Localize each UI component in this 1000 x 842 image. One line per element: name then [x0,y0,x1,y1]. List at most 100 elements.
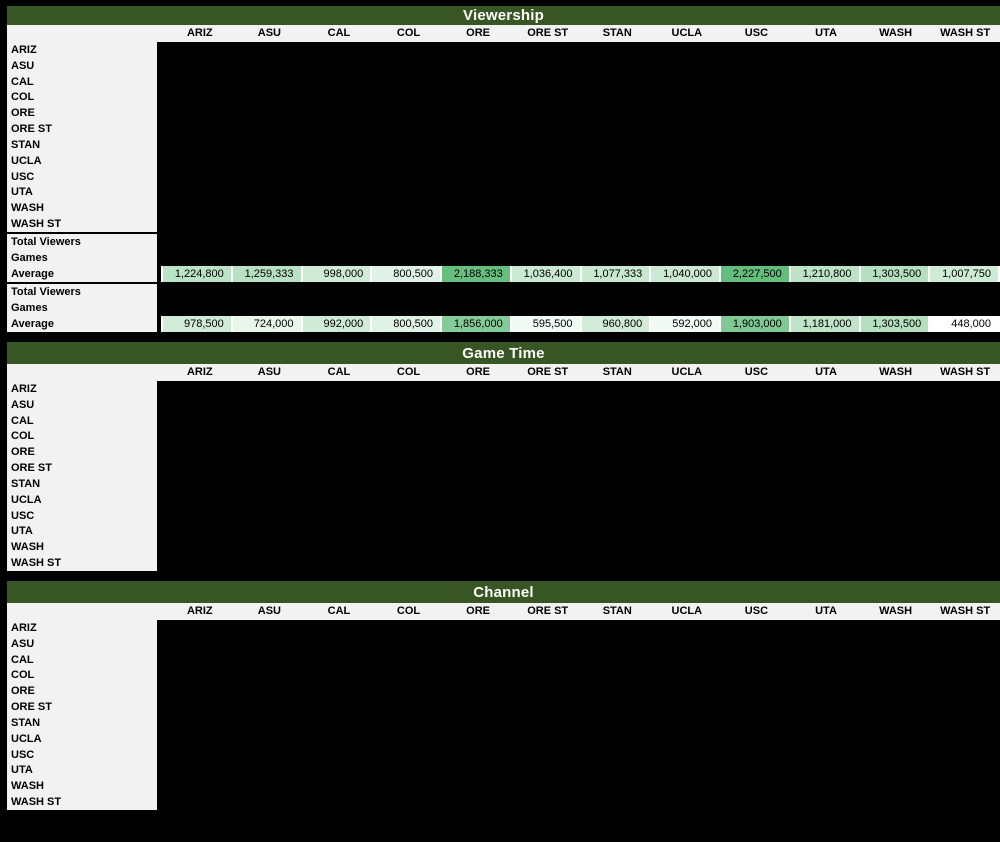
average-cell-uta[interactable]: 1,210,800 [788,266,859,282]
average-cell-usc[interactable]: 2,227,500 [719,266,789,282]
column-header-wash: WASH [879,366,913,378]
average-values-row: 1,224,800 1,259,333 998,000 800,500 2,188,33… [161,266,1000,282]
summary-data: 1,224,800 1,259,333 998,000 800,500 2,188,33… [161,234,1000,282]
average-cell-stan[interactable]: 960,800 [579,316,650,332]
game-time-title-bar: Game Time [7,342,1000,364]
row-label-uta: UTA [11,525,33,538]
section-channel: Channel ARIZ ASU CAL COL ORE ORE ST STAN UCLA US… [0,581,1000,810]
column-header-ucla: UCLA [671,366,703,378]
average-cell-ore-st[interactable]: 1,036,400 [509,266,580,282]
average-cell-cal[interactable]: 992,000 [300,316,371,332]
corner-spacer [7,364,165,381]
column-header-usc: USC [744,366,769,378]
viewership-table-body: ARIZ ASU CAL COL ORE ORE ST STAN UCLA USC UTA WASH… [7,42,1000,232]
row-label-wash-st: WASH ST [11,218,62,231]
channel-title-bar: Channel [7,581,1000,603]
column-header-stan: STAN [602,366,632,378]
games-hidden-row[interactable] [161,250,1000,266]
column-header-ore: ORE [466,27,491,39]
channel-hidden-data-area[interactable] [161,620,1000,810]
row-label-cal: CAL [11,653,34,666]
row-label-ore-st: ORE ST [11,462,52,475]
section-game-time: Game Time ARIZ ASU CAL COL ORE ORE ST STAN UCLA… [0,342,1000,571]
row-label-ucla: UCLA [11,154,42,167]
average-cell-uta[interactable]: 1,181,000 [788,316,859,332]
summary-block-1: Total Viewers Games Average 1,224,800 1,259,… [7,232,1000,282]
column-header-usc: USC [744,605,769,617]
column-header-stan: STAN [602,605,632,617]
row-label-col: COL [11,91,35,104]
viewership-row-label-column: ARIZ ASU CAL COL ORE ORE ST STAN UCLA USC UTA WASH… [7,42,161,232]
section-viewership: Viewership ARIZ ASU CAL COL ORE ORE ST STAN UCL… [0,6,1000,334]
summary-row-label-total-viewers: Total Viewers [11,236,81,248]
average-cell-ucla[interactable]: 1,040,000 [649,266,719,282]
row-label-ore: ORE [11,446,35,459]
average-cell-asu[interactable]: 724,000 [230,316,301,332]
summary-row-label-total-viewers: Total Viewers [11,286,81,298]
summary-row-label-games: Games [11,252,48,264]
row-label-asu: ASU [11,637,35,650]
row-label-col: COL [11,669,35,682]
row-label-wash: WASH [11,780,44,793]
average-cell-wash-st[interactable]: 448,000 [928,316,1000,332]
corner-spacer [7,25,165,42]
column-header-col: COL [396,605,421,617]
row-label-wash-st: WASH ST [11,796,62,809]
column-header-wash-st: WASH ST [940,366,991,378]
column-header-asu: ASU [257,605,281,617]
column-header-ariz: ARIZ [186,366,213,378]
game-time-table-body: ARIZ ASU CAL COL ORE ORE ST STAN UCLA USC UTA WASH… [7,381,1000,571]
row-label-wash: WASH [11,541,44,554]
average-cell-ucla[interactable]: 592,000 [649,316,719,332]
games-hidden-row[interactable] [161,300,1000,316]
average-cell-asu[interactable]: 1,259,333 [230,266,301,282]
row-label-ariz: ARIZ [11,382,37,395]
row-label-cal: CAL [11,414,34,427]
row-label-stan: STAN [11,138,41,151]
column-header-ore: ORE [466,605,491,617]
row-label-wash: WASH [11,202,44,215]
game-time-hidden-data-area[interactable] [161,381,1000,571]
column-header-ore-st: ORE ST [527,366,569,378]
section-gap [0,571,1000,581]
viewership-hidden-data-area[interactable] [161,42,1000,232]
summary-block-2: Total Viewers Games Average 978,500 724,000 9… [7,282,1000,334]
average-cell-wash[interactable]: 1,303,500 [858,316,929,332]
game-time-title: Game Time [462,344,545,362]
column-header-cal: CAL [327,27,351,39]
average-cell-ore-st[interactable]: 595,500 [509,316,580,332]
section-gap [0,334,1000,342]
row-label-asu: ASU [11,398,35,411]
total-viewers-hidden-row[interactable] [161,234,1000,250]
row-label-ore: ORE [11,685,35,698]
column-header-col: COL [396,366,421,378]
column-header-asu: ASU [257,366,281,378]
average-cell-ore[interactable]: 1,856,000 [440,316,510,332]
average-cell-stan[interactable]: 1,077,333 [579,266,650,282]
average-cell-col[interactable]: 800,500 [370,316,440,332]
viewership-title-bar: Viewership [7,6,1000,25]
row-label-usc: USC [11,170,35,183]
average-cell-wash[interactable]: 1,303,500 [858,266,929,282]
channel-table-body: ARIZ ASU CAL COL ORE ORE ST STAN UCLA USC UTA WASH… [7,620,1000,810]
column-header-wash-st: WASH ST [940,605,991,617]
row-label-stan: STAN [11,477,41,490]
average-cell-col[interactable]: 800,500 [370,266,440,282]
summary-label-column: Total Viewers Games Average [7,284,161,334]
total-viewers-hidden-row[interactable] [161,284,1000,300]
average-cell-ore[interactable]: 2,188,333 [440,266,510,282]
summary-data: 978,500 724,000 992,000 800,500 1,856,000 595… [161,284,1000,334]
average-cell-ariz[interactable]: 978,500 [161,316,231,332]
column-header-wash: WASH [879,27,913,39]
channel-column-header-row: ARIZ ASU CAL COL ORE ORE ST STAN UCLA USC UTA WASH… [7,603,1000,620]
average-cell-ariz[interactable]: 1,224,800 [161,266,231,282]
viewership-title: Viewership [463,7,544,24]
row-label-ore-st: ORE ST [11,123,52,136]
column-header-ariz: ARIZ [186,27,213,39]
column-header-col: COL [396,27,421,39]
column-header-cal: CAL [327,366,351,378]
column-header-uta: UTA [815,27,837,39]
average-cell-cal[interactable]: 998,000 [300,266,371,282]
average-cell-wash-st[interactable]: 1,007,750 [928,266,1000,282]
average-cell-usc[interactable]: 1,903,000 [719,316,789,332]
